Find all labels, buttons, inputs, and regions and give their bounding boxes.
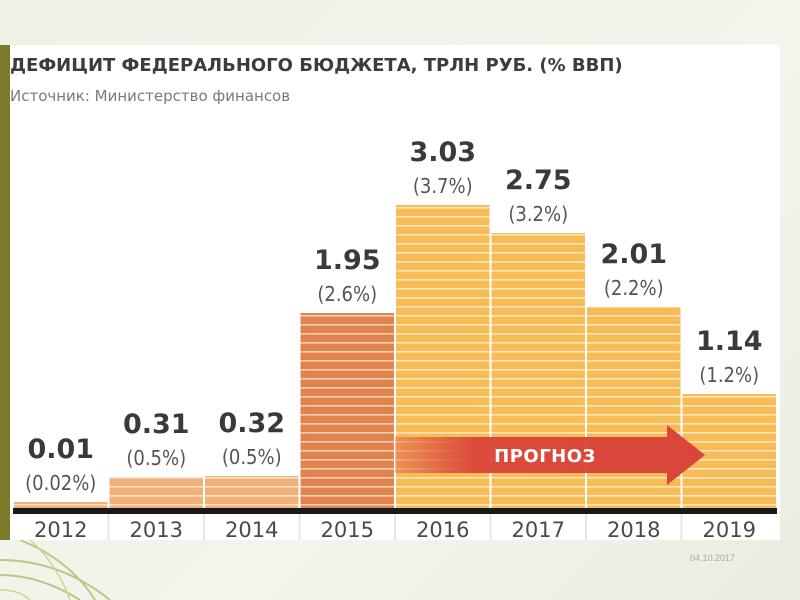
forecast-arrow-shape (395, 425, 705, 485)
value-label-2014: 0.32 (218, 408, 285, 439)
tick-separator (680, 514, 683, 540)
value-label-2013: 0.31 (123, 409, 190, 440)
value-label-2017: 2.75 (505, 165, 572, 196)
pct-label-2017: (3.2%) (508, 202, 568, 226)
slide-accent-bar (0, 45, 10, 540)
bar-stripes-2013 (109, 477, 203, 508)
tick-separator (394, 514, 396, 540)
tick-label-2014: 2014 (225, 518, 278, 540)
pct-label-2014: (0.5%) (222, 445, 282, 469)
tick-label-2016: 2016 (416, 518, 469, 540)
value-label-2019: 1.14 (696, 326, 763, 357)
value-label-2015: 1.95 (314, 245, 381, 276)
tick-separator (107, 514, 110, 540)
tick-label-2018: 2018 (607, 518, 660, 540)
pct-label-2019: (1.2%) (699, 363, 759, 387)
tick-separator (203, 514, 205, 540)
bar-stripes-2014 (205, 476, 299, 508)
tick-label-2015: 2015 (321, 518, 374, 540)
pct-label-2013: (0.5%) (126, 446, 186, 470)
pct-label-2016: (3.7%) (413, 174, 473, 198)
date-stamp: 04.10.2017 (690, 553, 736, 563)
forecast-arrow: ПРОГНОЗ (395, 425, 705, 485)
tick-separator (585, 514, 587, 540)
tick-separator (489, 514, 492, 540)
bar-stripes-2012 (14, 502, 108, 508)
pct-label-2015: (2.6%) (317, 282, 377, 306)
value-label-2012: 0.01 (27, 434, 94, 465)
tick-label-2012: 2012 (34, 518, 87, 540)
tick-label-2013: 2013 (130, 518, 183, 540)
bar-stripes-2018 (587, 307, 681, 508)
tick-label-2019: 2019 (703, 518, 756, 540)
tick-label-2017: 2017 (512, 518, 565, 540)
labels-layer: 0.01 (0.02%) 2012 0.31 (0.5%) 2013 0.32 (0.5%) 2… (25, 137, 762, 540)
x-axis-baseline (13, 508, 777, 514)
bar-stripes-2015 (300, 313, 394, 508)
value-label-2018: 2.01 (600, 239, 667, 270)
pct-label-2018: (2.2%) (604, 276, 664, 300)
chart-card: ДЕФИЦИТ ФЕДЕРАЛЬНОГО БЮДЖЕТА, ТРЛН РУБ. … (10, 45, 780, 540)
chart-title: ДЕФИЦИТ ФЕДЕРАЛЬНОГО БЮДЖЕТА, ТРЛН РУБ. … (10, 55, 623, 76)
forecast-label: ПРОГНОЗ (494, 446, 596, 467)
deficit-bar-chart: ДЕФИЦИТ ФЕДЕРАЛЬНОГО БЮДЖЕТА, ТРЛН РУБ. … (10, 55, 777, 540)
tick-separator (298, 514, 301, 540)
pct-label-2012: (0.02%) (25, 471, 96, 495)
value-label-2016: 3.03 (409, 137, 476, 168)
chart-subtitle: Источник: Министерство финансов (10, 87, 290, 105)
